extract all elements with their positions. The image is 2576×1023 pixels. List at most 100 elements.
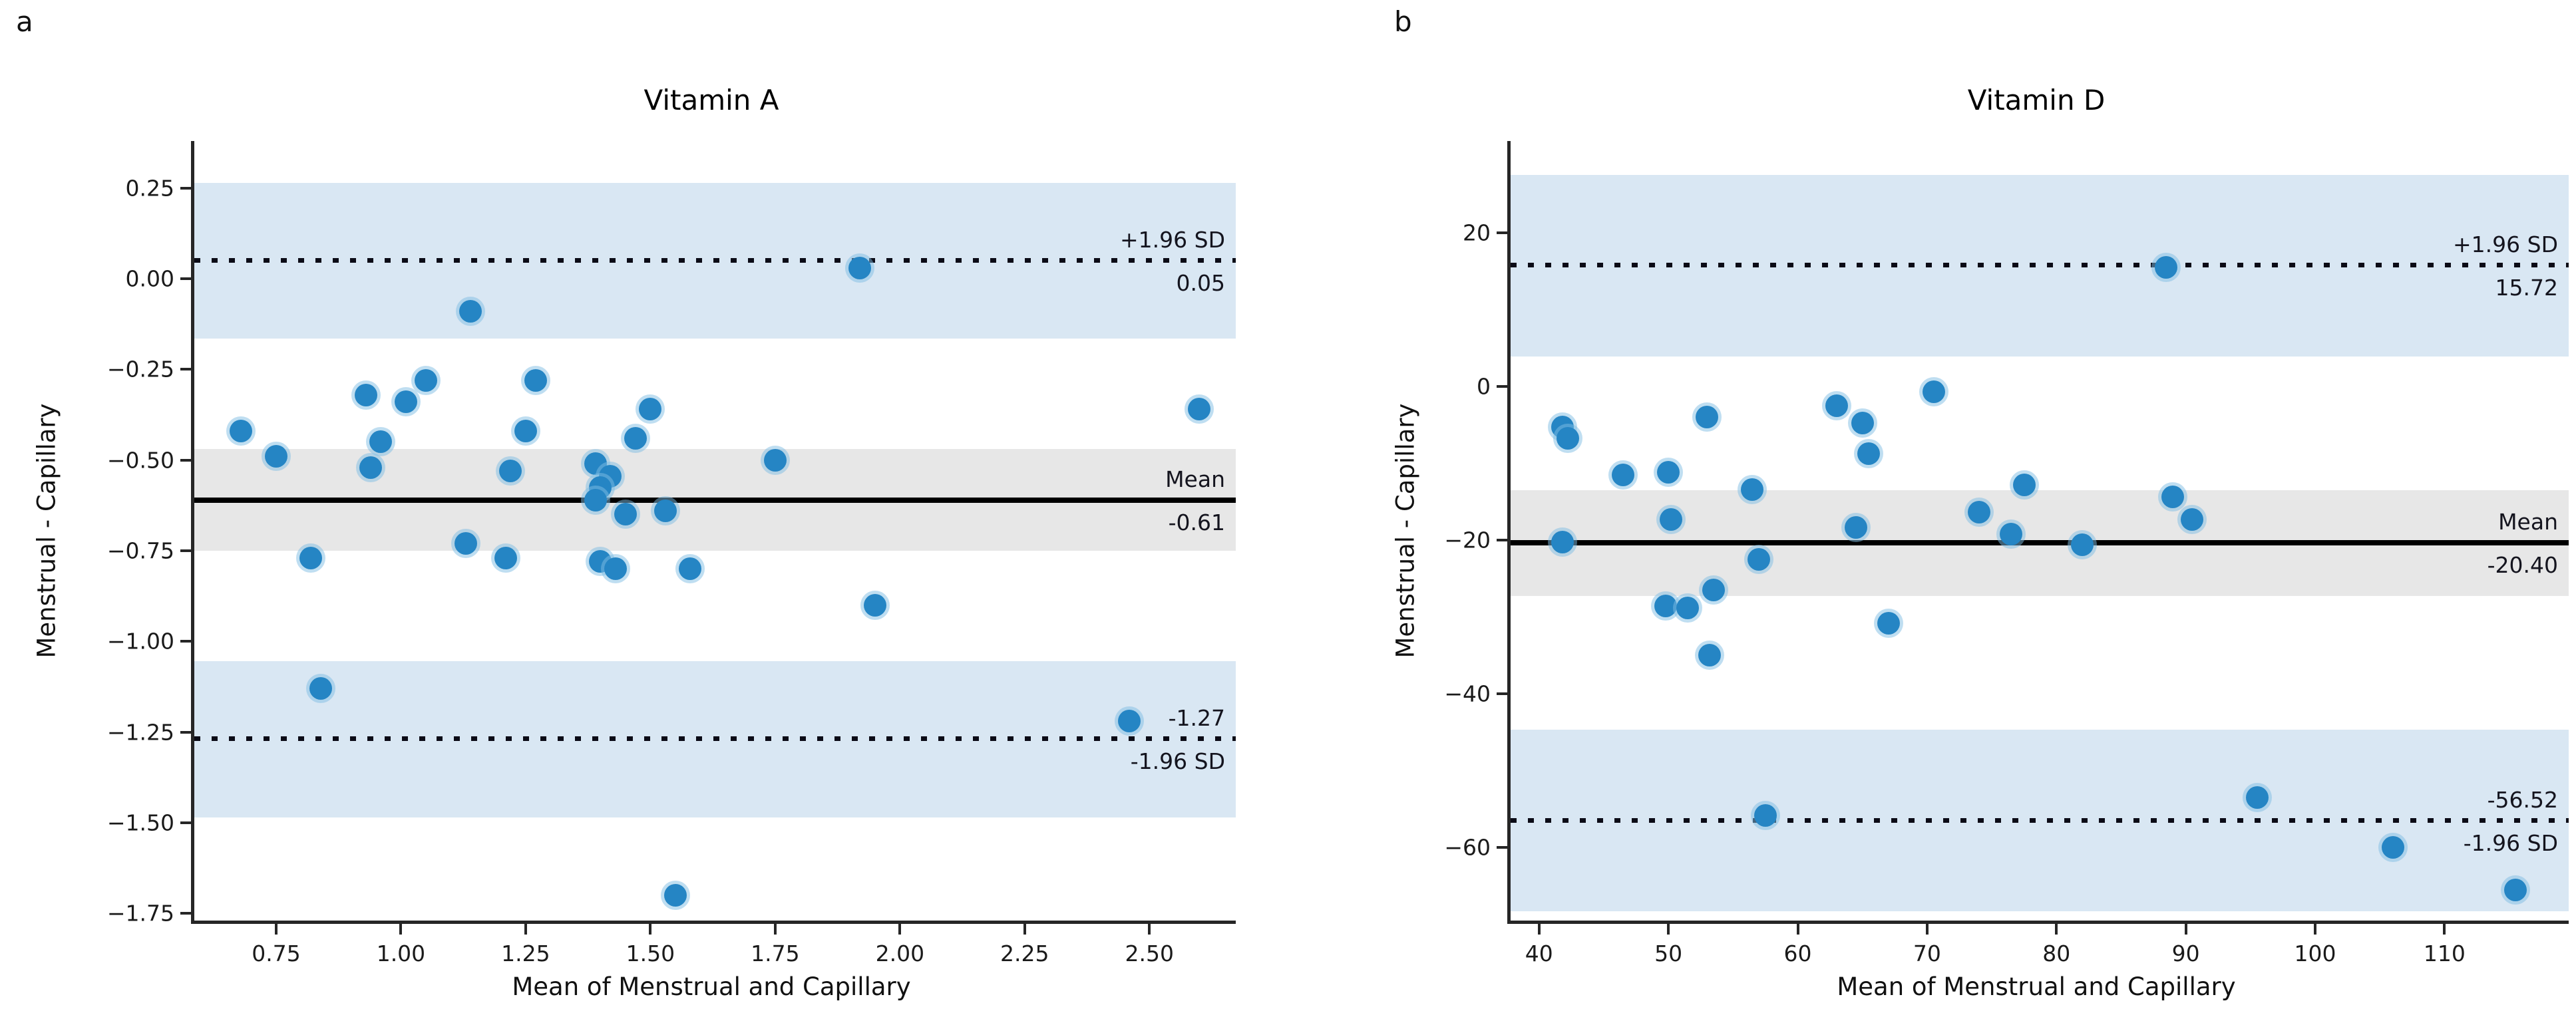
panel-b-letter: b bbox=[1394, 5, 1412, 38]
data-point bbox=[309, 677, 333, 700]
y-tick-label: −60 bbox=[1444, 834, 1491, 861]
mean-annotation-below: -0.61 bbox=[1168, 509, 1225, 535]
lower-loa-annotation-below: -1.96 SD bbox=[2463, 829, 2558, 856]
data-point bbox=[1857, 442, 1881, 466]
y-tick-mark bbox=[180, 549, 191, 552]
y-tick-mark bbox=[1497, 846, 1507, 849]
upper-loa-annotation-below: 0.05 bbox=[1176, 269, 1225, 296]
x-tick-mark bbox=[524, 924, 527, 935]
data-point bbox=[1696, 405, 1719, 428]
y-tick-label: −0.75 bbox=[106, 537, 174, 564]
lower-loa-annotation-below: -1.96 SD bbox=[1130, 748, 1225, 775]
mean-annotation-below: -20.40 bbox=[2487, 552, 2558, 579]
upper-loa-line bbox=[194, 257, 1236, 263]
data-point bbox=[863, 593, 886, 617]
data-point bbox=[584, 488, 607, 512]
x-tick-label: 100 bbox=[2294, 941, 2336, 966]
upper-loa-annotation-above: +1.96 SD bbox=[1120, 226, 1225, 253]
y-tick-label: −40 bbox=[1444, 680, 1491, 707]
mean-annotation-above: Mean bbox=[2498, 509, 2558, 535]
lower-loa-line bbox=[194, 736, 1236, 742]
x-tick-label: 2.25 bbox=[1000, 941, 1049, 966]
mean-annotation-above: Mean bbox=[1165, 466, 1225, 492]
data-point bbox=[394, 390, 417, 414]
chart-b-title: Vitamin D bbox=[1967, 84, 2106, 116]
chart-a-title: Vitamin A bbox=[644, 84, 779, 116]
mean-line bbox=[194, 497, 1236, 503]
data-point bbox=[524, 368, 547, 392]
data-point bbox=[1844, 516, 1867, 539]
data-point bbox=[653, 500, 677, 523]
chart-a-x-axis-label: Mean of Menstrual and Capillary bbox=[512, 972, 911, 1001]
x-tick-mark bbox=[1023, 924, 1026, 935]
data-point bbox=[2071, 533, 2094, 556]
y-tick-mark bbox=[180, 821, 191, 824]
x-tick-mark bbox=[1148, 924, 1151, 935]
y-tick-label: 0.25 bbox=[125, 175, 174, 202]
data-point bbox=[1188, 398, 1211, 421]
x-tick-mark bbox=[1796, 924, 1799, 935]
y-tick-mark bbox=[180, 640, 191, 643]
x-tick-label: 2.00 bbox=[875, 941, 925, 966]
x-tick-mark bbox=[1537, 924, 1541, 935]
data-point bbox=[1556, 427, 1579, 450]
x-tick-label: 60 bbox=[1783, 941, 1812, 966]
data-point bbox=[454, 532, 477, 555]
x-tick-mark bbox=[1667, 924, 1670, 935]
x-tick-label: 90 bbox=[2171, 941, 2200, 966]
chart-b-y-axis-label: Menstrual - Capillary bbox=[1391, 403, 1420, 658]
upper-loa-annotation-above: +1.96 SD bbox=[2453, 231, 2558, 257]
data-point bbox=[299, 546, 323, 569]
data-point bbox=[1748, 547, 1771, 571]
data-point bbox=[624, 426, 647, 450]
x-tick-label: 40 bbox=[1525, 941, 1553, 966]
x-tick-label: 0.75 bbox=[252, 941, 301, 966]
data-point bbox=[1118, 710, 1141, 733]
x-tick-mark bbox=[399, 924, 403, 935]
chart-a-y-axis-label: Menstrual - Capillary bbox=[32, 403, 61, 658]
upper-loa-annotation-below: 15.72 bbox=[2495, 275, 2558, 301]
data-point bbox=[1877, 611, 1900, 635]
y-tick-mark bbox=[1497, 692, 1507, 696]
data-point bbox=[1741, 478, 1764, 501]
x-tick-label: 1.50 bbox=[626, 941, 675, 966]
mean-line bbox=[1511, 540, 2569, 546]
data-point bbox=[1825, 394, 1848, 417]
data-point bbox=[1612, 463, 1635, 486]
data-point bbox=[639, 398, 662, 421]
data-point bbox=[2181, 508, 2204, 531]
x-tick-label: 2.50 bbox=[1125, 941, 1175, 966]
chart-b-x-axis-label: Mean of Menstrual and Capillary bbox=[1837, 972, 2236, 1001]
panel-a-letter: a bbox=[16, 5, 33, 38]
y-tick-label: −20 bbox=[1444, 527, 1491, 553]
data-point bbox=[1660, 508, 1683, 531]
data-point bbox=[1551, 531, 1574, 554]
x-tick-label: 1.00 bbox=[376, 941, 426, 966]
y-tick-label: 0 bbox=[1477, 373, 1491, 400]
data-point bbox=[414, 368, 437, 392]
data-point bbox=[2161, 486, 2185, 509]
x-tick-mark bbox=[898, 924, 902, 935]
y-tick-label: −1.00 bbox=[106, 628, 174, 655]
y-tick-mark bbox=[180, 458, 191, 462]
lower-loa-line bbox=[1511, 817, 2569, 823]
data-point bbox=[679, 557, 702, 581]
data-point bbox=[369, 430, 393, 454]
y-tick-label: −0.25 bbox=[106, 356, 174, 382]
data-point bbox=[264, 445, 287, 468]
y-tick-mark bbox=[180, 730, 191, 734]
x-tick-label: 70 bbox=[1913, 941, 1941, 966]
x-tick-mark bbox=[1925, 924, 1929, 935]
data-point bbox=[514, 420, 537, 443]
data-point bbox=[1676, 596, 1700, 619]
x-tick-label: 80 bbox=[2042, 941, 2071, 966]
x-tick-mark bbox=[773, 924, 777, 935]
y-tick-mark bbox=[1497, 231, 1507, 234]
data-point bbox=[459, 300, 482, 323]
y-tick-label: −1.25 bbox=[106, 719, 174, 746]
data-point bbox=[614, 503, 637, 526]
data-point bbox=[1851, 412, 1874, 435]
data-point bbox=[1702, 578, 1726, 601]
data-point bbox=[2000, 522, 2023, 545]
data-point bbox=[499, 460, 522, 483]
